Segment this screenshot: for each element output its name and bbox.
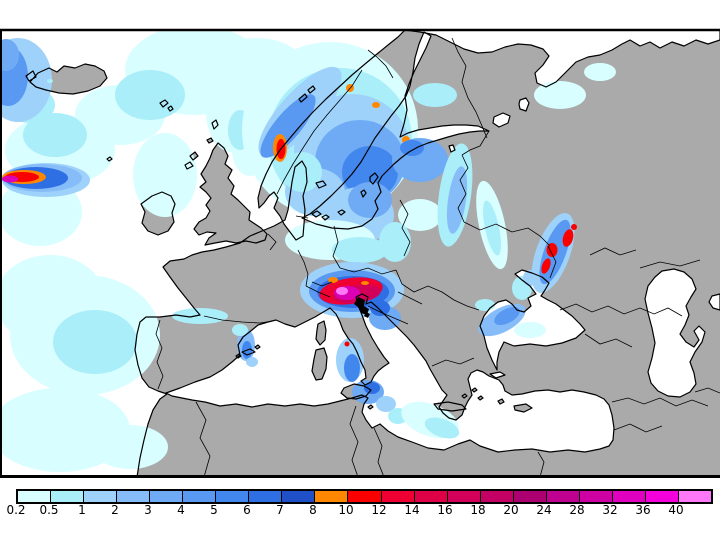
colorbar-segment — [347, 491, 381, 502]
precip-blob — [376, 396, 396, 412]
colorbar-label: 0.5 — [39, 503, 59, 517]
precip-blob — [534, 81, 586, 109]
colorbar-segment — [611, 491, 645, 502]
colorbar-segment — [314, 491, 348, 502]
precip-blob — [424, 417, 460, 439]
precipitation-layer — [1, 30, 616, 472]
precip-blob — [483, 200, 501, 256]
precip-blob — [541, 258, 551, 274]
colorbar-label: 4 — [177, 503, 185, 517]
precip-blob — [328, 277, 338, 283]
precip-blob — [571, 224, 577, 230]
precip-blob — [344, 354, 360, 382]
colorbar-segment — [116, 491, 150, 502]
colorbar-segment — [413, 491, 447, 502]
precip-blob — [336, 287, 348, 295]
precip-blob — [400, 140, 424, 156]
country-borders — [155, 37, 720, 477]
precip-blob — [232, 324, 248, 336]
colorbar-label: 18 — [470, 503, 486, 517]
colorbar-segment — [446, 491, 480, 502]
colorbar-segment — [182, 491, 216, 502]
colorbar-label: 36 — [635, 503, 651, 517]
colorbar-label: 2 — [111, 503, 119, 517]
colorbar-segment — [545, 491, 579, 502]
precip-blob — [584, 63, 616, 81]
colorbar-label: 24 — [536, 503, 552, 517]
precip-blob — [562, 229, 574, 247]
precip-blob — [92, 425, 168, 469]
precip-blob — [246, 357, 258, 367]
precip-blob — [372, 102, 380, 108]
precip-blob — [364, 382, 380, 394]
map-frame — [0, 28, 720, 478]
precip-blob — [494, 306, 520, 326]
precip-blob — [475, 299, 495, 311]
precip-blob — [23, 113, 87, 157]
colorbar — [16, 489, 713, 504]
precip-blob — [413, 83, 457, 107]
colorbar-segment — [149, 491, 183, 502]
colorbar-segment — [215, 491, 249, 502]
colorbar-label: 28 — [569, 503, 585, 517]
colorbar-label: 1 — [78, 503, 86, 517]
colorbar-segment — [677, 491, 711, 502]
colorbar-label: 32 — [602, 503, 618, 517]
colorbar-segment — [479, 491, 513, 502]
colorbar-segment — [248, 491, 282, 502]
precip-blob — [546, 243, 558, 257]
colorbar-label: 40 — [668, 503, 684, 517]
colorbar-segment — [18, 491, 51, 502]
colorbar-label: 14 — [404, 503, 420, 517]
colorbar-segment — [83, 491, 117, 502]
precip-blob — [379, 222, 411, 262]
colorbar-segment — [644, 491, 678, 502]
colorbar-label: 20 — [503, 503, 519, 517]
colorbar-label: 16 — [437, 503, 453, 517]
precip-blob — [344, 341, 350, 347]
colorbar-segment — [380, 491, 414, 502]
precip-blob — [342, 146, 398, 198]
colorbar-label: 8 — [309, 503, 317, 517]
precip-blob — [172, 308, 228, 324]
precip-blob — [133, 133, 197, 217]
colorbar-segment — [281, 491, 315, 502]
precip-blob — [1, 39, 19, 71]
precip-blob — [115, 70, 185, 120]
precip-blob — [2, 175, 18, 183]
colorbar-segment — [512, 491, 546, 502]
colorbar-label: 5 — [210, 503, 218, 517]
precip-blob — [398, 199, 442, 231]
precip-blob — [361, 281, 369, 285]
colorbar-label: 6 — [243, 503, 251, 517]
colorbar-segment — [50, 491, 84, 502]
precip-blob — [370, 300, 390, 316]
colorbar-labels: 0.2 0.5 1 2 3 4 5 6 7 8 10 12 14 16 18 20 24 28 32 36 40 — [6, 503, 716, 519]
colorbar-label: 10 — [338, 503, 354, 517]
precip-blob — [348, 182, 392, 218]
colorbar-label: 0.2 — [6, 503, 26, 517]
colorbar-label: 3 — [144, 503, 152, 517]
precip-blob — [332, 237, 388, 263]
colorbar-label: 12 — [371, 503, 387, 517]
precip-blob — [47, 79, 53, 83]
precip-blob — [514, 322, 546, 338]
colorbar-segment — [578, 491, 612, 502]
colorbar-label: 7 — [276, 503, 284, 517]
istria-island-cluster — [354, 297, 370, 318]
precip-blob — [53, 310, 137, 374]
precip-blob — [282, 152, 322, 192]
